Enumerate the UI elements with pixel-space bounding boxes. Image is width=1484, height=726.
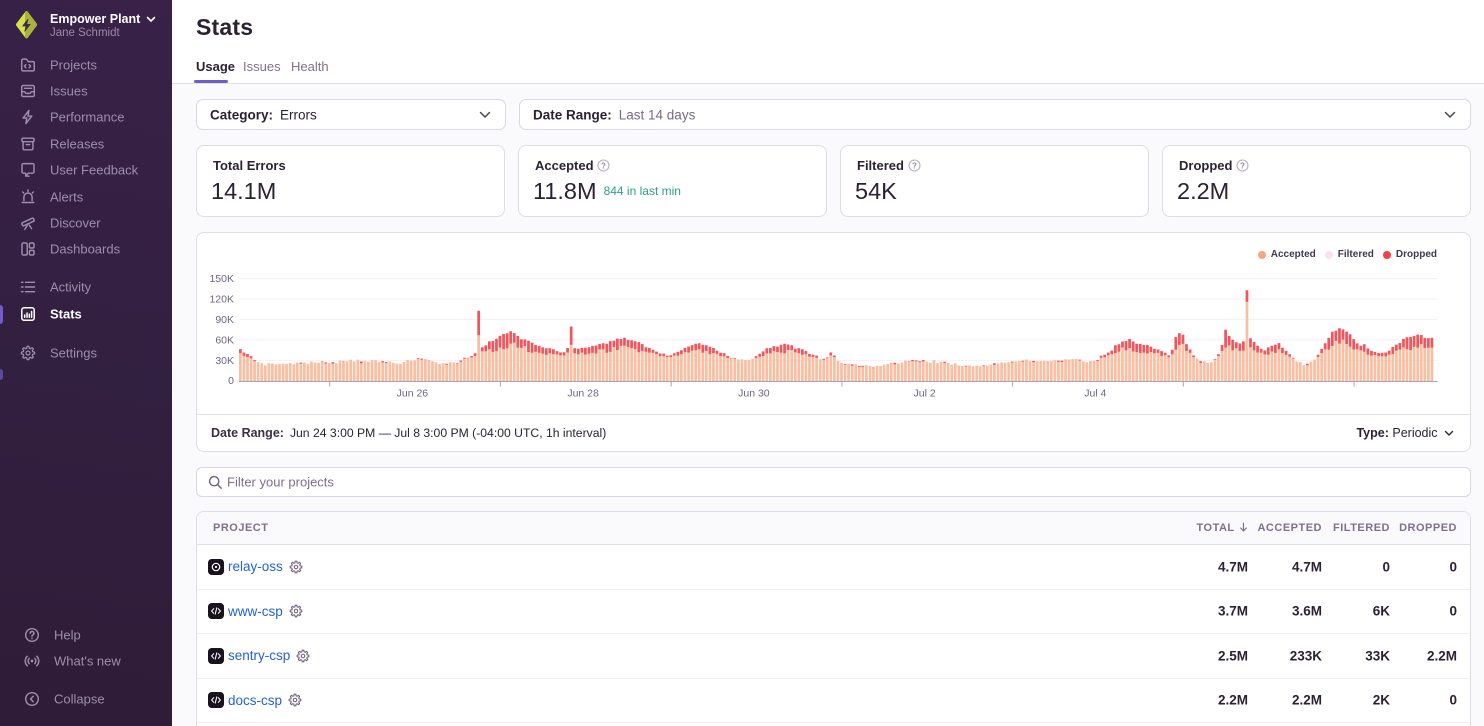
svg-text:Jul 2: Jul 2 <box>914 388 936 400</box>
svg-text:Jun 30: Jun 30 <box>738 388 770 400</box>
svg-text:90K: 90K <box>215 314 234 326</box>
svg-text:60K: 60K <box>215 334 234 346</box>
svg-text:?: ? <box>601 161 606 170</box>
svg-text:Jun 28: Jun 28 <box>567 388 599 400</box>
svg-text:Jul 4: Jul 4 <box>1084 388 1106 400</box>
svg-text:?: ? <box>1240 161 1245 170</box>
svg-text:0: 0 <box>228 375 234 387</box>
svg-text:150K: 150K <box>209 273 234 285</box>
svg-text:Jun 26: Jun 26 <box>397 388 429 400</box>
svg-text:30K: 30K <box>215 355 234 367</box>
svg-text:?: ? <box>912 161 917 170</box>
svg-text:120K: 120K <box>209 294 234 306</box>
